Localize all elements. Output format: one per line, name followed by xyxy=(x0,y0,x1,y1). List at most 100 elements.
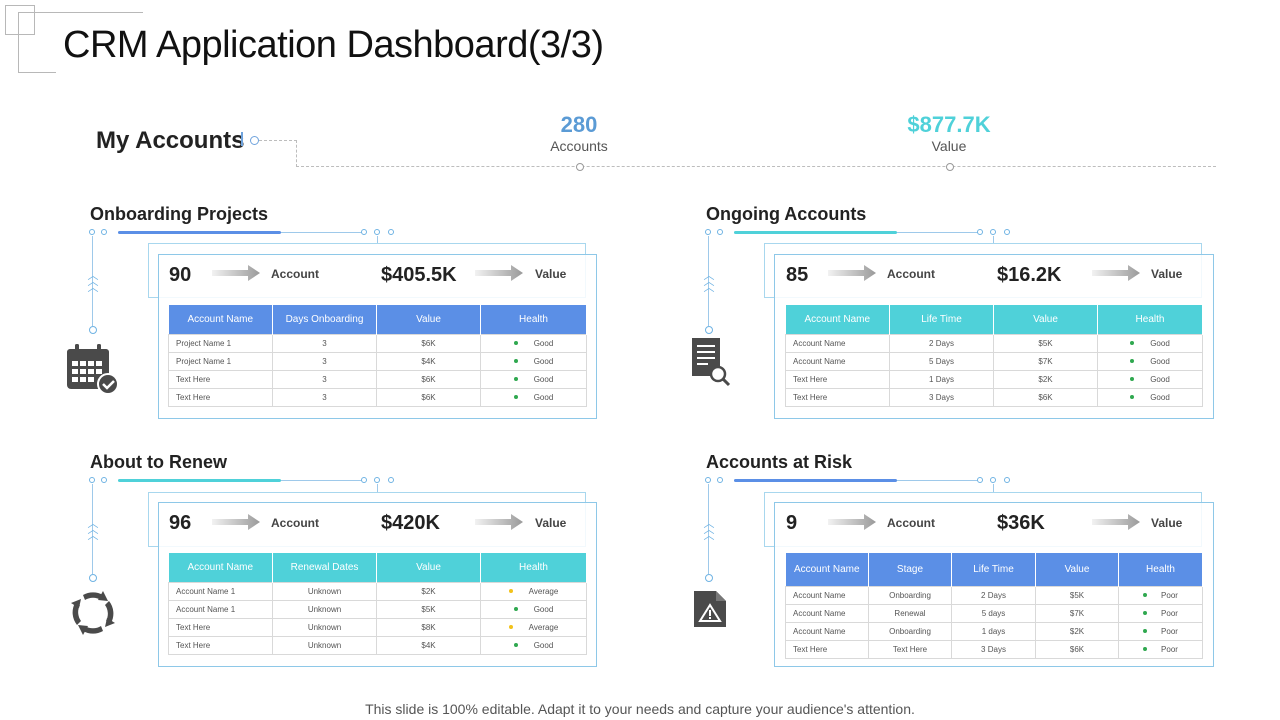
chevron-up-icon: ︿ ︿ ︿ xyxy=(87,518,99,542)
table-cell: Unknown xyxy=(272,635,377,655)
connector-node xyxy=(361,477,367,483)
table-cell: Account Name xyxy=(785,351,890,371)
connector-line xyxy=(993,236,994,244)
table-cell: 3 xyxy=(272,387,377,407)
table-cell: $7K xyxy=(993,351,1098,371)
status-dot-icon xyxy=(508,625,513,630)
status-dot-icon xyxy=(513,359,518,364)
health-cell: Poor xyxy=(1118,585,1203,605)
table-header: Value xyxy=(376,305,481,334)
connector-line xyxy=(92,484,93,574)
table-cell: Account Name xyxy=(785,621,869,641)
table-cell: $2K xyxy=(993,369,1098,389)
table-row: Text Here 3 $6K Good xyxy=(168,369,587,389)
connector-node xyxy=(374,229,380,235)
table-cell: Text Here xyxy=(785,369,890,389)
accent-bar xyxy=(734,479,897,482)
section-title-ongoing: Ongoing Accounts xyxy=(706,204,867,224)
table-cell: 3 xyxy=(272,333,377,353)
connector-line xyxy=(259,140,297,141)
connector-node xyxy=(990,229,996,235)
connector-node xyxy=(705,477,711,483)
ongoing-count: 85 xyxy=(786,264,809,286)
health-label: Good xyxy=(533,604,554,614)
connector-node xyxy=(1004,477,1010,483)
table-cell: 3 Days xyxy=(951,639,1036,659)
arrow-right-icon xyxy=(212,514,260,530)
table-cell: Account Name xyxy=(785,333,890,353)
status-dot-icon xyxy=(513,395,518,400)
table-row: Text Here 1 Days $2K Good xyxy=(785,369,1203,389)
chevron-up-icon: ︿ ︿ ︿ xyxy=(87,270,99,294)
accent-bar xyxy=(241,132,243,146)
health-label: Good xyxy=(1150,356,1170,366)
table-header: Value xyxy=(376,553,481,582)
calendar-check-icon xyxy=(67,344,119,395)
table-cell: $2K xyxy=(376,581,481,601)
status-dot-icon xyxy=(513,607,518,612)
connector-line xyxy=(377,484,378,492)
risk-table: Account Name Stage Life Time Value Healt… xyxy=(785,553,1203,659)
accent-bar xyxy=(734,231,897,234)
ongoing-table: Account Name Life Time Value Health Acco… xyxy=(785,305,1203,407)
status-dot-icon xyxy=(1143,647,1148,652)
health-cell: Poor xyxy=(1118,603,1203,623)
table-cell: $8K xyxy=(376,617,481,637)
table-cell: Unknown xyxy=(272,617,377,637)
renew-count: 96 xyxy=(169,512,192,534)
connector-node xyxy=(1004,229,1010,235)
connector-line xyxy=(708,484,709,574)
health-label: Good xyxy=(533,392,554,402)
table-cell: Text Here xyxy=(168,369,273,389)
health-label: Good xyxy=(1150,374,1170,384)
connector-line xyxy=(377,236,378,244)
status-dot-icon xyxy=(1143,611,1148,616)
health-cell: Good xyxy=(480,351,587,371)
onboarding-count-label: Account xyxy=(271,267,319,281)
table-cell: 1 days xyxy=(951,621,1036,641)
status-dot-icon xyxy=(1143,629,1148,634)
arrow-right-icon xyxy=(828,265,876,281)
table-cell: $2K xyxy=(1035,621,1119,641)
section-title-renew: About to Renew xyxy=(90,452,227,472)
refresh-cycle-icon xyxy=(71,591,115,635)
accounts-count: 280 xyxy=(560,112,598,137)
arrow-right-icon xyxy=(475,265,523,281)
table-row: Text Here 3 $6K Good xyxy=(168,387,587,407)
onboarding-amount-label: Value xyxy=(535,267,567,281)
table-cell: Onboarding xyxy=(868,585,952,605)
arrow-right-icon xyxy=(828,514,876,530)
table-cell: Text Here xyxy=(785,387,890,407)
table-cell: $5K xyxy=(376,599,481,619)
chevron-up-icon: ︿ ︿ ︿ xyxy=(703,518,715,542)
table-row: Account Name Onboarding 1 days $2K Poor xyxy=(785,621,1203,641)
value-label: Value xyxy=(931,138,967,154)
health-label: Poor xyxy=(1161,590,1178,600)
health-label: Good xyxy=(533,356,554,366)
section-title-risk: Accounts at Risk xyxy=(706,452,853,472)
connector-line xyxy=(708,236,709,326)
status-dot-icon xyxy=(513,377,518,382)
table-cell: 2 Days xyxy=(951,585,1036,605)
arrow-right-icon xyxy=(1092,514,1140,530)
table-cell: $5K xyxy=(993,333,1098,353)
connector-node xyxy=(388,477,394,483)
table-cell: Text Here xyxy=(168,387,273,407)
status-dot-icon xyxy=(1143,593,1148,598)
connector-line xyxy=(296,166,1216,167)
my-accounts-heading: My Accounts xyxy=(96,127,245,154)
table-cell: Renewal xyxy=(868,603,952,623)
health-label: Good xyxy=(533,374,554,384)
risk-amount: $36K xyxy=(997,512,1045,534)
table-header: Health xyxy=(1097,305,1203,334)
status-dot-icon xyxy=(508,589,513,594)
table-row: Account Name 1 Unknown $5K Good xyxy=(168,599,587,619)
connector-node xyxy=(705,229,711,235)
accounts-label: Accounts xyxy=(550,138,608,154)
table-cell: Account Name xyxy=(785,585,869,605)
connector-node xyxy=(361,229,367,235)
health-label: Poor xyxy=(1161,626,1178,636)
arrow-right-icon xyxy=(212,265,260,281)
table-row: Text Here 3 Days $6K Good xyxy=(785,387,1203,407)
health-cell: Good xyxy=(480,599,587,619)
